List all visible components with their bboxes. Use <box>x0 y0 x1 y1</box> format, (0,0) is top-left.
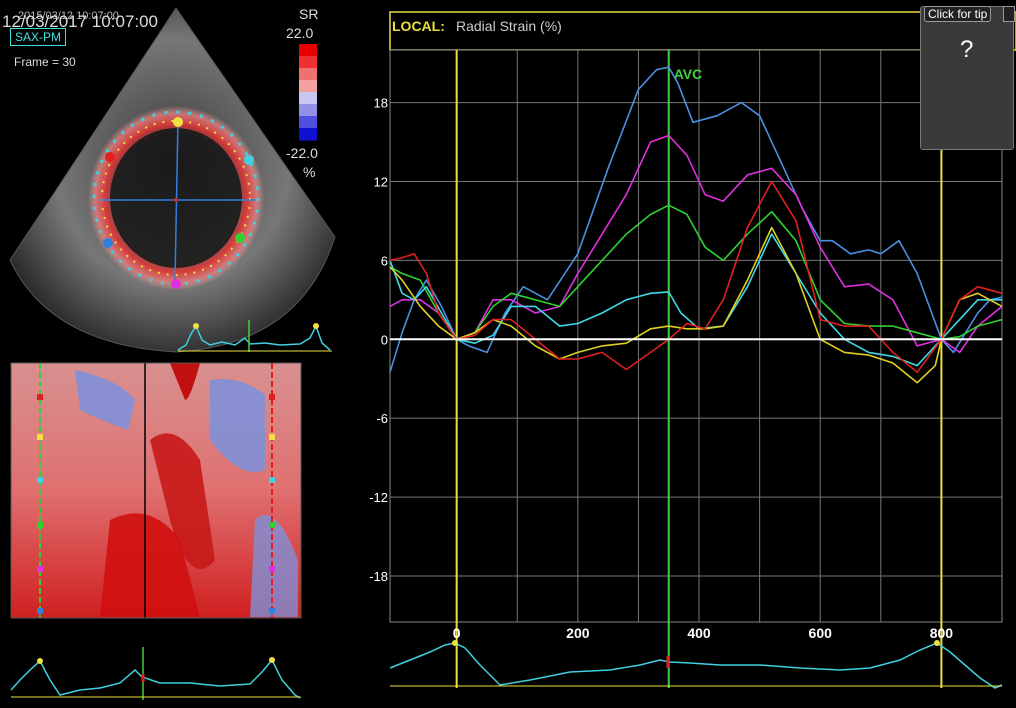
acquisition-timestamp: 12/03/2017 10:07:00 <box>2 12 158 31</box>
chart-header-box <box>389 11 1016 51</box>
echo-image <box>9 7 336 353</box>
y-tick-label: -18 <box>369 569 388 584</box>
scale-swatch <box>299 128 317 141</box>
mmode-panel <box>10 362 302 619</box>
y-axis-ticks: 18 12 6 0 -6 -12 -18 <box>369 96 388 584</box>
scale-unit: % <box>303 164 316 180</box>
y-tick-label: 0 <box>381 332 388 347</box>
strain-series-line <box>389 66 1003 373</box>
x-tick-label: 200 <box>566 625 590 641</box>
x-tick-label: 600 <box>809 625 833 641</box>
frame-label: Frame = 30 <box>14 55 76 69</box>
mmode-ecg-trace <box>10 647 301 700</box>
radial-strain-chart: AVC 18 12 6 0 -6 -12 -18 0 200 400 600 800 <box>369 11 1016 688</box>
x-tick-label: 800 <box>930 625 954 641</box>
view-label[interactable]: SAX-PM <box>10 28 67 46</box>
scale-swatch <box>299 116 317 129</box>
y-tick-label: -12 <box>369 490 388 505</box>
scale-title: SR <box>299 6 319 22</box>
scale-swatch <box>299 56 317 69</box>
strain-series <box>389 66 1003 384</box>
echo-ecg-trace <box>177 320 332 352</box>
scale-swatch <box>299 68 317 81</box>
scale-swatch <box>299 92 317 105</box>
y-tick-label: 12 <box>374 174 388 189</box>
scale-swatch <box>299 80 317 93</box>
x-axis-ticks: 0 200 400 600 800 <box>453 625 954 641</box>
plot-frame <box>389 49 1003 623</box>
chart-header-title: Radial Strain (%) <box>456 18 562 34</box>
tip-close-button[interactable] <box>1003 6 1015 22</box>
scale-min-label: -22.0 <box>286 145 318 161</box>
y-tick-label: 6 <box>381 253 388 268</box>
x-tick-label: 400 <box>687 625 711 641</box>
event-marker-label: AVC <box>674 66 703 82</box>
tip-panel[interactable] <box>920 6 1014 150</box>
scale-swatch <box>299 104 317 117</box>
question-icon[interactable]: ? <box>960 36 974 63</box>
strain-color-scale <box>299 44 317 141</box>
tip-button[interactable]: Click for tip <box>924 6 992 22</box>
acquisition-timestamp-secondary: 2015/03/12 10:07:00 <box>18 10 119 22</box>
y-tick-label: -6 <box>376 411 388 426</box>
scale-max-label: 22.0 <box>286 25 314 41</box>
x-tick-label: 0 <box>453 625 461 641</box>
y-tick-label: 18 <box>374 96 388 111</box>
plot-area <box>390 50 1002 622</box>
chart-ecg-trace <box>389 640 1003 689</box>
event-markers: AVC <box>455 50 943 688</box>
scale-swatch <box>299 44 317 57</box>
chart-header-prefix: LOCAL: <box>392 18 445 34</box>
strain-series-line <box>389 226 1003 384</box>
